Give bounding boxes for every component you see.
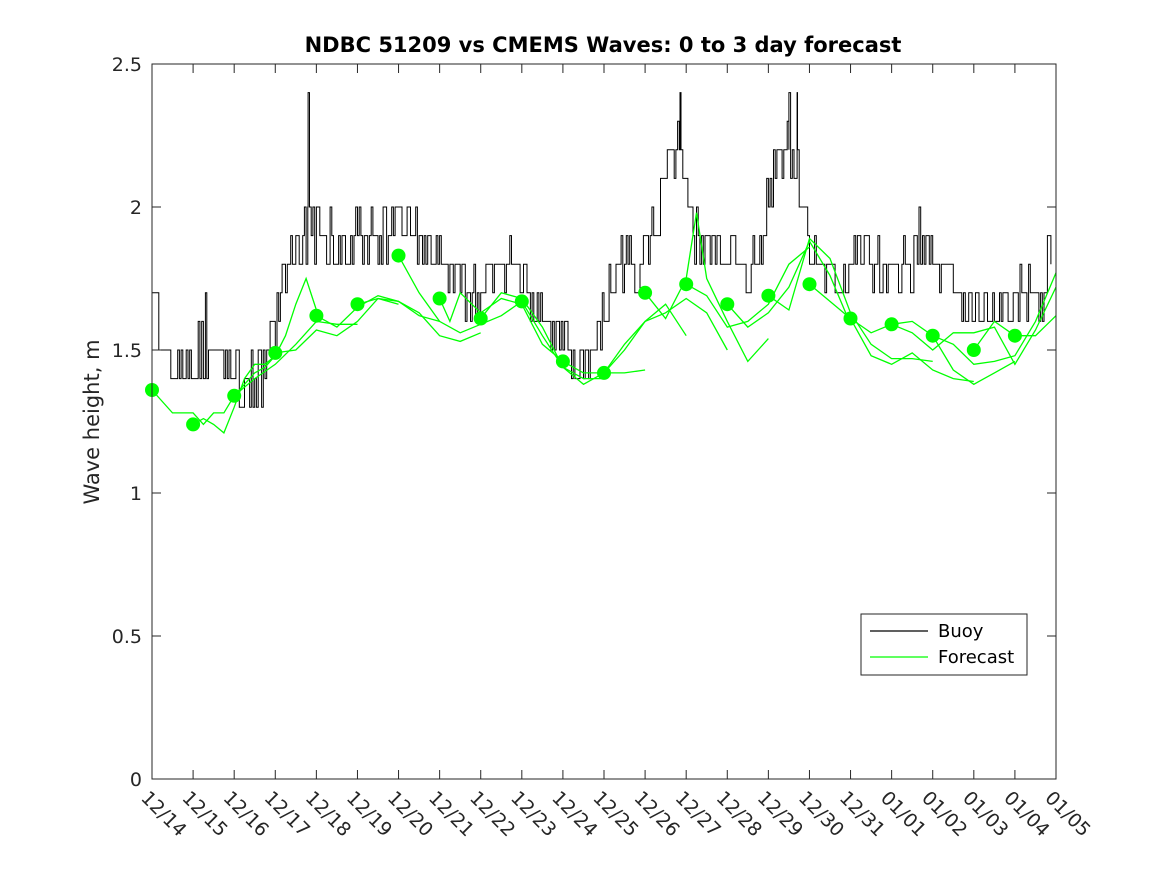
x-tick-label-15: 12/29: [753, 787, 807, 841]
x-tick-label-2: 12/16: [219, 787, 273, 841]
x-tick-label-11: 12/25: [588, 787, 642, 841]
x-tick-label-6: 12/20: [383, 787, 437, 841]
forecast-line-9: [521, 301, 646, 386]
forecast-marker-7: [432, 291, 447, 306]
chart-title: NDBC 51209 vs CMEMS Waves: 0 to 3 day fo…: [305, 33, 902, 57]
forecast-marker-13: [679, 277, 694, 292]
y-axis-label: Wave height, m: [80, 339, 104, 504]
forecast-marker-20: [966, 343, 981, 357]
x-tick-label-1: 12/15: [178, 787, 232, 841]
forecast-line-1: [192, 276, 318, 434]
x-tick-label-10: 12/24: [547, 787, 601, 841]
forecast-marker-3: [268, 345, 283, 360]
forecast-line-5: [357, 297, 481, 343]
forecast-line-6: [397, 255, 523, 334]
forecast-marker-9: [514, 294, 529, 309]
forecast-marker-11: [597, 365, 611, 380]
x-tick-label-14: 12/28: [712, 787, 766, 841]
forecast-marker-12: [638, 285, 653, 300]
forecast-line-8: [480, 292, 604, 380]
legend-label-forecast: Forecast: [938, 647, 1014, 668]
forecast-line-19: [932, 272, 1057, 365]
forecast-marker-14: [720, 297, 735, 312]
forecast-marker-10: [555, 354, 570, 369]
x-tick-label-0: 12/14: [136, 787, 190, 841]
forecast-marker-5: [350, 297, 365, 312]
x-tick-label-5: 12/19: [342, 787, 396, 841]
x-tick-label-19: 01/02: [917, 787, 971, 841]
y-tick-label-0: 0: [130, 769, 142, 791]
x-tick-label-3: 12/17: [260, 787, 314, 841]
x-tick-label-4: 12/18: [301, 787, 355, 841]
forecast-line-0: [151, 355, 276, 426]
forecast-marker-1: [186, 417, 201, 432]
y-tick-label-4: 2: [130, 197, 142, 219]
forecast-line-16: [809, 283, 974, 383]
forecast-marker-21: [1007, 328, 1022, 343]
forecast-line-18: [891, 286, 1057, 366]
legend-label-buoy: Buoy: [938, 621, 984, 642]
x-tick-label-18: 01/01: [876, 787, 930, 841]
x-tick-label-20: 01/03: [958, 787, 1012, 841]
legend: Buoy Forecast: [860, 613, 1028, 676]
forecast-line-12: [644, 212, 769, 363]
forecast-line-14: [726, 239, 852, 328]
x-tick-label-9: 12/23: [506, 787, 560, 841]
forecast-markers: [145, 248, 1022, 432]
forecast-marker-6: [391, 248, 406, 263]
forecast-line-4: [316, 295, 440, 328]
forecast-marker-18: [884, 317, 899, 332]
forecast-line-10: [562, 303, 687, 374]
x-tick-label-7: 12/21: [424, 787, 478, 841]
buoy-line: [152, 92, 1052, 408]
forecast-marker-19: [925, 328, 940, 343]
forecast-line-11: [603, 297, 728, 374]
x-tick-label-17: 12/31: [835, 787, 889, 841]
y-tick-label-2: 1: [130, 483, 142, 505]
legend-box: [860, 613, 1028, 676]
y-tick-label-5: 2.5: [112, 54, 142, 76]
axes: [151, 63, 1057, 780]
x-tick-label-22: 01/05: [1040, 787, 1094, 841]
y-tick-label-3: 1.5: [112, 340, 142, 362]
forecast-marker-16: [802, 277, 817, 292]
forecast-marker-4: [309, 308, 324, 323]
y-tick-label-1: 0.5: [112, 626, 142, 648]
x-tick-label-13: 12/27: [671, 787, 725, 841]
forecast-marker-2: [227, 388, 242, 403]
forecast-line-13: [685, 246, 810, 328]
forecast-line-2: [233, 320, 358, 397]
forecast-marker-15: [761, 288, 776, 303]
forecast-marker-17: [843, 311, 858, 326]
x-tick-label-8: 12/22: [465, 787, 519, 841]
forecast-marker-8: [473, 311, 488, 326]
x-tick-label-16: 12/30: [794, 787, 848, 841]
x-tick-label-21: 01/04: [999, 787, 1053, 841]
buoy-series: [152, 92, 1052, 408]
x-tick-label-12: 12/26: [630, 787, 684, 841]
